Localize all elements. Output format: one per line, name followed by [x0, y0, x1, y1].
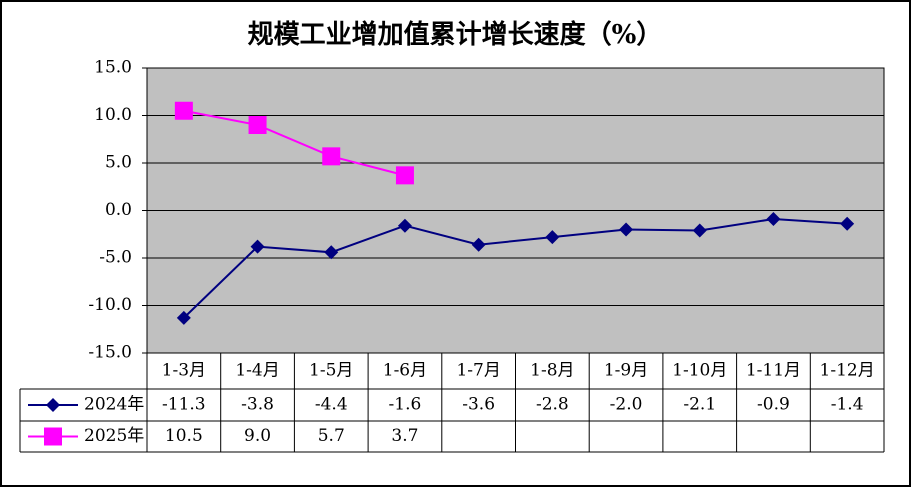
- table-value: -3.8: [241, 395, 274, 415]
- legend-marker: [46, 398, 60, 412]
- table-value: -2.0: [610, 395, 643, 415]
- table-value: -2.1: [683, 395, 716, 415]
- legend-label: 2024年: [84, 395, 144, 415]
- y-tick-label: 15.0: [94, 58, 132, 78]
- y-tick-label: 5.0: [105, 153, 132, 173]
- marker: [324, 245, 339, 260]
- marker: [619, 222, 634, 237]
- x-tick-label: 1-10月: [672, 361, 727, 381]
- marker: [248, 116, 267, 134]
- table-value: -2.8: [536, 395, 569, 415]
- marker: [322, 147, 341, 166]
- x-tick-label: 1-7月: [456, 361, 500, 381]
- x-tick-label: 1-3月: [162, 361, 206, 381]
- marker: [692, 223, 707, 238]
- series-line: [183, 218, 848, 319]
- y-tick-label: 10.0: [94, 105, 132, 125]
- legend-label: 2025年: [84, 426, 144, 446]
- marker: [397, 218, 412, 233]
- marker: [545, 230, 560, 245]
- y-tick-label: 0.0: [105, 200, 132, 220]
- table-value: -0.9: [757, 395, 790, 415]
- marker: [174, 101, 193, 120]
- legend-marker: [44, 427, 62, 446]
- y-tick-label: -10.0: [88, 295, 132, 315]
- x-tick-label: 1-11月: [746, 361, 801, 381]
- x-tick-label: 1-12月: [820, 361, 875, 381]
- x-tick-label: 1-8月: [530, 361, 574, 381]
- table-value: -1.4: [831, 395, 864, 415]
- marker: [840, 216, 855, 231]
- x-tick-label: 1-5月: [309, 361, 353, 381]
- chart-title: 规模工业增加值累计增长速度（%）: [248, 19, 663, 50]
- x-tick-label: 1-4月: [235, 361, 279, 381]
- table-value: 10.5: [165, 426, 203, 446]
- table-value: 5.7: [318, 426, 345, 446]
- table-value: -11.3: [162, 395, 206, 415]
- marker: [766, 212, 781, 227]
- x-tick-label: 1-6月: [383, 361, 427, 381]
- marker: [395, 166, 414, 185]
- marker: [471, 237, 486, 252]
- x-tick-label: 1-9月: [604, 361, 648, 381]
- table-value: -4.4: [315, 395, 348, 415]
- table-value: -1.6: [389, 395, 422, 415]
- y-tick-label: -5.0: [99, 248, 132, 268]
- marker: [250, 239, 265, 254]
- table-value: -3.6: [462, 395, 495, 415]
- table-value: 9.0: [244, 426, 271, 446]
- marker: [176, 310, 191, 325]
- table-value: 3.7: [391, 426, 418, 446]
- y-tick-label: -15.0: [88, 343, 132, 363]
- series-line: [183, 109, 406, 177]
